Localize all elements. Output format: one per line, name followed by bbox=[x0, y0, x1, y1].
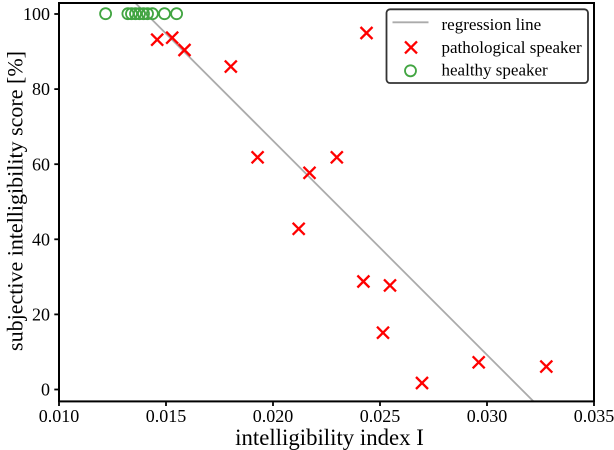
svg-text:0.035: 0.035 bbox=[574, 406, 614, 426]
svg-text:healthy speaker: healthy speaker bbox=[442, 61, 549, 80]
svg-text:100: 100 bbox=[23, 4, 50, 24]
svg-text:subjective intelligibility sco: subjective intelligibility score [%] bbox=[3, 51, 28, 351]
svg-text:0.010: 0.010 bbox=[39, 406, 80, 426]
svg-text:regression line: regression line bbox=[442, 15, 542, 34]
svg-text:intelligibility index I: intelligibility index I bbox=[235, 425, 424, 450]
svg-text:40: 40 bbox=[32, 229, 50, 249]
svg-text:80: 80 bbox=[32, 79, 50, 99]
svg-text:0.020: 0.020 bbox=[253, 406, 294, 426]
svg-text:20: 20 bbox=[32, 305, 50, 325]
svg-text:pathological speaker: pathological speaker bbox=[442, 38, 583, 57]
svg-text:0: 0 bbox=[41, 380, 50, 400]
svg-text:0.030: 0.030 bbox=[467, 406, 508, 426]
svg-text:0.015: 0.015 bbox=[146, 406, 187, 426]
svg-text:0.025: 0.025 bbox=[360, 406, 401, 426]
svg-text:60: 60 bbox=[32, 154, 50, 174]
